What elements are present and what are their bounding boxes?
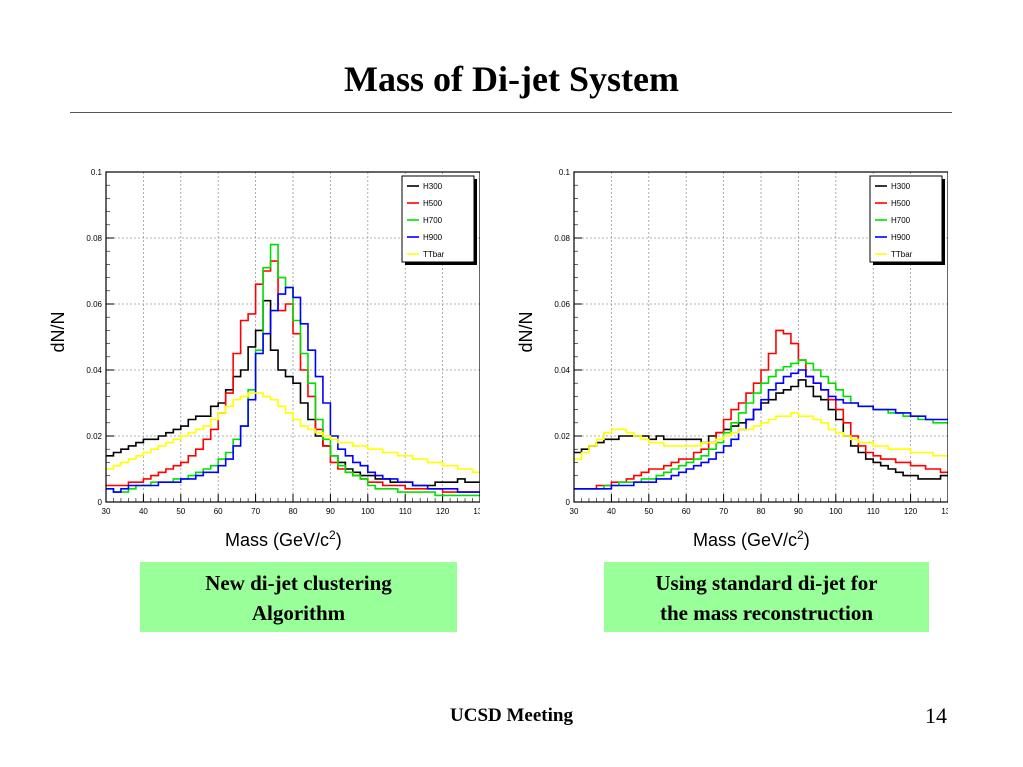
y-tick-label: 0.08 bbox=[86, 234, 102, 243]
x-tick-label: 70 bbox=[251, 507, 260, 516]
caption-right: Using standard di-jet for the mass recon… bbox=[604, 562, 929, 632]
plot-frame bbox=[105, 171, 480, 503]
x-tick-label: 120 bbox=[436, 507, 450, 516]
x-tick-label: 100 bbox=[829, 507, 843, 516]
y-tick-label: 0.1 bbox=[559, 168, 571, 177]
chart-svg: 30 40 50 60 70 80 90 100 110 120 130 0 0.02 0.04 0.06 0… bbox=[516, 168, 948, 550]
x-tick-label: 60 bbox=[682, 507, 691, 516]
chart-svg: 30 40 50 60 70 80 90 100 110 120 130 0 0.02 0.04 0.06 0… bbox=[48, 168, 480, 550]
footer-text: UCSD Meeting bbox=[450, 705, 573, 726]
x-tick-label: 40 bbox=[607, 507, 616, 516]
x-tick-label: 50 bbox=[644, 507, 653, 516]
caption-left-line-1: New di-jet clustering bbox=[205, 571, 392, 595]
y-axis-label: dN/N bbox=[516, 311, 536, 352]
plot-frame bbox=[573, 171, 948, 503]
y-tick-label: 0.04 bbox=[86, 366, 102, 375]
y-tick-label: 0.02 bbox=[86, 432, 102, 441]
legend-label-ttbar: TTbar bbox=[891, 250, 913, 259]
series-h900 bbox=[574, 369, 948, 490]
x-tick-label: 120 bbox=[904, 507, 918, 516]
y-tick-label: 0.02 bbox=[554, 432, 570, 441]
series-h700 bbox=[106, 243, 480, 497]
legend-label-h700: H700 bbox=[891, 216, 911, 225]
legend-box bbox=[869, 175, 943, 263]
y-tick-label: 0.06 bbox=[554, 300, 570, 309]
y-tick-label: 0.08 bbox=[554, 234, 570, 243]
title-divider bbox=[70, 112, 952, 113]
y-tick-label: 0.1 bbox=[91, 168, 103, 177]
legend-label-h700: H700 bbox=[423, 216, 443, 225]
histogram-right: 30 40 50 60 70 80 90 100 110 120 130 0 0.02 0.04 0.06 0… bbox=[508, 160, 948, 560]
x-tick-label: 60 bbox=[214, 507, 223, 516]
legend-label-h300: H300 bbox=[423, 182, 443, 191]
x-tick-label: 100 bbox=[361, 507, 375, 516]
y-axis-label: dN/N bbox=[48, 311, 68, 352]
x-tick-label: 130 bbox=[941, 507, 948, 516]
legend-label-h500: H500 bbox=[891, 199, 911, 208]
caption-right-line-2: the mass reconstruction bbox=[659, 601, 874, 625]
x-tick-label: 110 bbox=[399, 507, 412, 516]
legend-label-h900: H900 bbox=[423, 233, 443, 242]
x-tick-label: 70 bbox=[719, 507, 728, 516]
legend-label-ttbar: TTbar bbox=[423, 250, 445, 259]
x-tick-label: 80 bbox=[757, 507, 766, 516]
histogram-left: 30 40 50 60 70 80 90 100 110 120 130 0 0.02 0.04 0.06 0… bbox=[40, 160, 480, 560]
x-tick-label: 30 bbox=[570, 507, 579, 516]
x-axis-label: Mass (GeV/c2) bbox=[693, 528, 810, 550]
page-number: 14 bbox=[925, 703, 947, 728]
series-h500 bbox=[574, 329, 948, 490]
series-ttbar bbox=[106, 392, 480, 474]
y-tick-label: 0.06 bbox=[86, 300, 102, 309]
x-tick-label: 30 bbox=[102, 507, 111, 516]
slide-title: Mass of Di-jet System bbox=[344, 59, 679, 99]
series-h500 bbox=[106, 260, 480, 493]
x-tick-label: 90 bbox=[794, 507, 803, 516]
legend-label-h500: H500 bbox=[423, 199, 443, 208]
y-tick-label: 0.04 bbox=[554, 366, 570, 375]
caption-left: New di-jet clustering Algorithm bbox=[140, 562, 457, 632]
legend-label-h300: H300 bbox=[891, 182, 911, 191]
y-tick-label: 0 bbox=[566, 498, 571, 507]
series-h900 bbox=[106, 286, 480, 493]
series-ttbar bbox=[574, 412, 948, 460]
x-tick-label: 40 bbox=[139, 507, 148, 516]
caption-right-line-1: Using standard di-jet for bbox=[655, 571, 878, 595]
legend-label-h900: H900 bbox=[891, 233, 911, 242]
y-tick-label: 0 bbox=[98, 498, 103, 507]
x-tick-label: 80 bbox=[289, 507, 298, 516]
caption-left-line-2: Algorithm bbox=[251, 601, 346, 625]
legend-box bbox=[401, 175, 475, 263]
x-tick-label: 90 bbox=[326, 507, 335, 516]
x-axis-label: Mass (GeV/c2) bbox=[225, 528, 342, 550]
x-tick-label: 50 bbox=[176, 507, 185, 516]
x-tick-label: 130 bbox=[473, 507, 480, 516]
x-tick-label: 110 bbox=[867, 507, 880, 516]
